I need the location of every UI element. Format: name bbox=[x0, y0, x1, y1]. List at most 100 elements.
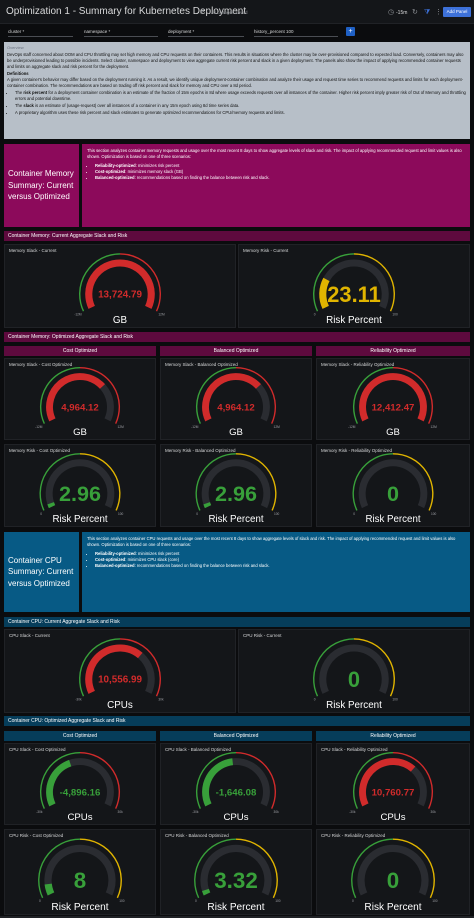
more-icon[interactable]: ⋮ bbox=[435, 9, 442, 16]
var-deployment[interactable]: deployment * bbox=[168, 29, 194, 34]
gauge-panel[interactable]: CPU Risk - Balanced Optimized 0 100 3.32 Ris… bbox=[160, 829, 312, 915]
gauge-unit: Risk Percent bbox=[207, 902, 264, 913]
list-item: Reliability-optimized: minimizes risk pe… bbox=[95, 551, 465, 557]
list-item: Reliability-optimized: minimizes risk pe… bbox=[95, 163, 465, 169]
var-namespace[interactable]: namespace * bbox=[84, 29, 110, 34]
gauge-panel[interactable]: Memory Risk - Cost Optimized 0 100 2.96 Risk… bbox=[4, 444, 156, 527]
gauge-value: 12,412.47 bbox=[372, 402, 415, 413]
gauge-panel[interactable]: Memory Slack - Balanced Optimized -12M 12M… bbox=[160, 358, 312, 440]
var-label: history_percent bbox=[254, 29, 285, 34]
gauge-value-arc bbox=[85, 259, 155, 309]
refresh-icon[interactable]: ↻ bbox=[412, 9, 418, 16]
threshold-yellow bbox=[79, 453, 121, 511]
threshold-green bbox=[40, 366, 81, 424]
gauge-value: 3.32 bbox=[214, 868, 258, 893]
gauge-chart: -12M 12M 13,724.79 GB bbox=[74, 253, 165, 326]
list-item: A proprietary algorithm uses these risk … bbox=[15, 110, 467, 116]
gauge-chart: -30k 30k -4,896.16 CPUs bbox=[36, 751, 124, 823]
memory-summary-title-panel: Container Memory Summary: Current versus… bbox=[4, 144, 79, 227]
cpu-summary-title-panel: Container CPU Summary: Current versus Op… bbox=[4, 532, 79, 612]
overview-intro: DevOps staff concerned about OOM and CPU… bbox=[7, 52, 464, 69]
gauge-min-label: 0 bbox=[352, 899, 354, 903]
var-label: deployment bbox=[168, 29, 192, 34]
panel-title: CPU Slack - Cost Optimized bbox=[9, 747, 66, 752]
gauge-max-label: 30k bbox=[274, 810, 280, 814]
row-header-memory-optimized[interactable]: Container Memory: Optimized Aggregate Sl… bbox=[4, 332, 470, 342]
gauge-track bbox=[200, 844, 272, 896]
list-item: The slack is an estimate of (usage-reque… bbox=[15, 103, 467, 109]
gauge-max-label: 100 bbox=[274, 512, 280, 516]
gauge-value-arc bbox=[46, 759, 72, 807]
gauge-panel[interactable]: CPU Slack - Cost Optimized -30k 30k -4,896.… bbox=[4, 743, 156, 825]
gauge-max-label: 30k bbox=[158, 698, 164, 702]
gauge-chart: -30k 30k 10,556.99 CPUs bbox=[75, 638, 164, 711]
clock-icon[interactable]: ◷ bbox=[388, 9, 395, 16]
row-header-memory-current[interactable]: Container Memory: Current Aggregate Slac… bbox=[4, 231, 470, 241]
gauge-panel[interactable]: CPU Risk - Current 0 100 0 Risk Percent bbox=[238, 629, 470, 713]
gauge-track bbox=[358, 459, 428, 509]
gauge-panel[interactable]: Memory Slack - Reliability Optimized -12M… bbox=[316, 358, 470, 440]
gauge-panel[interactable]: Memory Risk - Balanced Optimized 0 100 2.96… bbox=[160, 444, 312, 527]
memory-summary-intro: This section analyzes container memory r… bbox=[87, 148, 462, 160]
gauge-panel[interactable]: Memory Slack - Current -12M 12M 13,724.79 GB bbox=[4, 244, 236, 328]
threshold-green bbox=[195, 453, 237, 511]
subheader-balanced-optimized: Balanced Optimized bbox=[160, 731, 312, 741]
add-panel-button[interactable]: Add Panel bbox=[443, 7, 471, 17]
share-icon[interactable]: ⇗ bbox=[199, 9, 205, 16]
gauge-panel[interactable]: CPU Slack - Current -30k 30k 10,556.99 CPUs bbox=[4, 629, 236, 713]
gauge-panel[interactable]: Memory Risk - Reliability Optimized 0 100 0… bbox=[316, 444, 470, 527]
gauge-unit: CPUs bbox=[107, 700, 133, 711]
definitions-list: The risk percent for a deployment contai… bbox=[15, 90, 467, 116]
gauge-panel[interactable]: Memory Risk - Current 0 100 23.11 Risk Perce… bbox=[238, 244, 470, 328]
threshold-yellow bbox=[235, 453, 277, 511]
subheader-cost-optimized: Cost Optimized bbox=[4, 731, 156, 741]
gauge-chart: 0 100 0 Risk Percent bbox=[351, 838, 438, 913]
gauge-panel[interactable]: Memory Slack - Cost Optimized -12M 12M 4,96… bbox=[4, 358, 156, 440]
gauge-panel[interactable]: CPU Slack - Balanced Optimized -30k 30k -1,… bbox=[160, 743, 312, 825]
add-variable-button[interactable]: + bbox=[346, 27, 355, 36]
panel-title: Memory Slack - Current bbox=[9, 248, 57, 253]
gauge-max-label: 100 bbox=[431, 512, 437, 516]
dashboard-title[interactable]: Optimization 1 - Summary for Kubernetes … bbox=[6, 6, 247, 17]
threshold-green bbox=[196, 366, 237, 424]
gauge-panel[interactable]: CPU Risk - Cost Optimized 0 100 8 Risk Perce… bbox=[4, 829, 156, 915]
panel-title: CPU Slack - Current bbox=[9, 633, 50, 638]
gauge-chart: 0 100 2.96 Risk Percent bbox=[39, 453, 124, 525]
gauge-value: 2.96 bbox=[215, 481, 257, 506]
gauge-unit: CPUs bbox=[223, 812, 248, 823]
definitions-text: A given container's behavior may differ … bbox=[7, 77, 464, 88]
filter-icon[interactable]: ⧩ bbox=[424, 9, 431, 16]
subheader-cost-optimized: Cost Optimized bbox=[4, 346, 156, 356]
threshold-red bbox=[119, 253, 161, 312]
gauge-unit: Risk Percent bbox=[326, 315, 382, 326]
threshold-yellow bbox=[353, 253, 395, 312]
gauge-chart: -12M 12M 12,412.47 GB bbox=[348, 366, 438, 438]
row-header-cpu-optimized[interactable]: Container CPU: Optimized Aggregate Slack… bbox=[4, 716, 470, 726]
row-header-cpu-current[interactable]: Container CPU: Current Aggregate Slack a… bbox=[4, 617, 470, 627]
threshold-yellow bbox=[353, 638, 395, 697]
list-item: Cost-optimized: minimizes memory slack (… bbox=[95, 169, 465, 175]
gauge-max-label: 100 bbox=[392, 698, 398, 702]
var-cluster[interactable]: cluster * bbox=[8, 29, 24, 34]
gauge-value-arc bbox=[319, 277, 330, 309]
threshold-green bbox=[353, 366, 394, 424]
panel-title: CPU Risk - Balanced Optimized bbox=[165, 833, 229, 838]
gauge-max-label: 30k bbox=[118, 810, 124, 814]
gauge-panel[interactable]: CPU Risk - Reliability Optimized 0 100 0 Ris… bbox=[316, 829, 470, 915]
var-history-percent[interactable]: history_percent 100 bbox=[254, 29, 294, 34]
list-item: Cost-optimized: minimizes CPU slack (cor… bbox=[95, 557, 465, 563]
gauge-max-label: 12M bbox=[431, 425, 438, 429]
cpu-summary-intro: This section analyzes container CPU requ… bbox=[87, 536, 456, 548]
gauge-unit: GB bbox=[229, 427, 243, 438]
gauge-unit: Risk Percent bbox=[364, 902, 421, 913]
threshold-green bbox=[313, 253, 355, 312]
gauge-value: 0 bbox=[387, 868, 399, 893]
gauge-min-label: -30k bbox=[36, 810, 43, 814]
time-range-picker[interactable]: -15m bbox=[396, 10, 408, 16]
gauge-value-arc bbox=[359, 758, 416, 807]
var-value: 100 bbox=[286, 29, 294, 34]
threshold-red bbox=[119, 638, 161, 697]
gauge-panel[interactable]: CPU Slack - Reliability Optimized -30k 30k… bbox=[316, 743, 470, 825]
gauge-chart: 0 100 0 Risk Percent bbox=[352, 453, 437, 525]
gauge-min-label: -12M bbox=[191, 425, 199, 429]
